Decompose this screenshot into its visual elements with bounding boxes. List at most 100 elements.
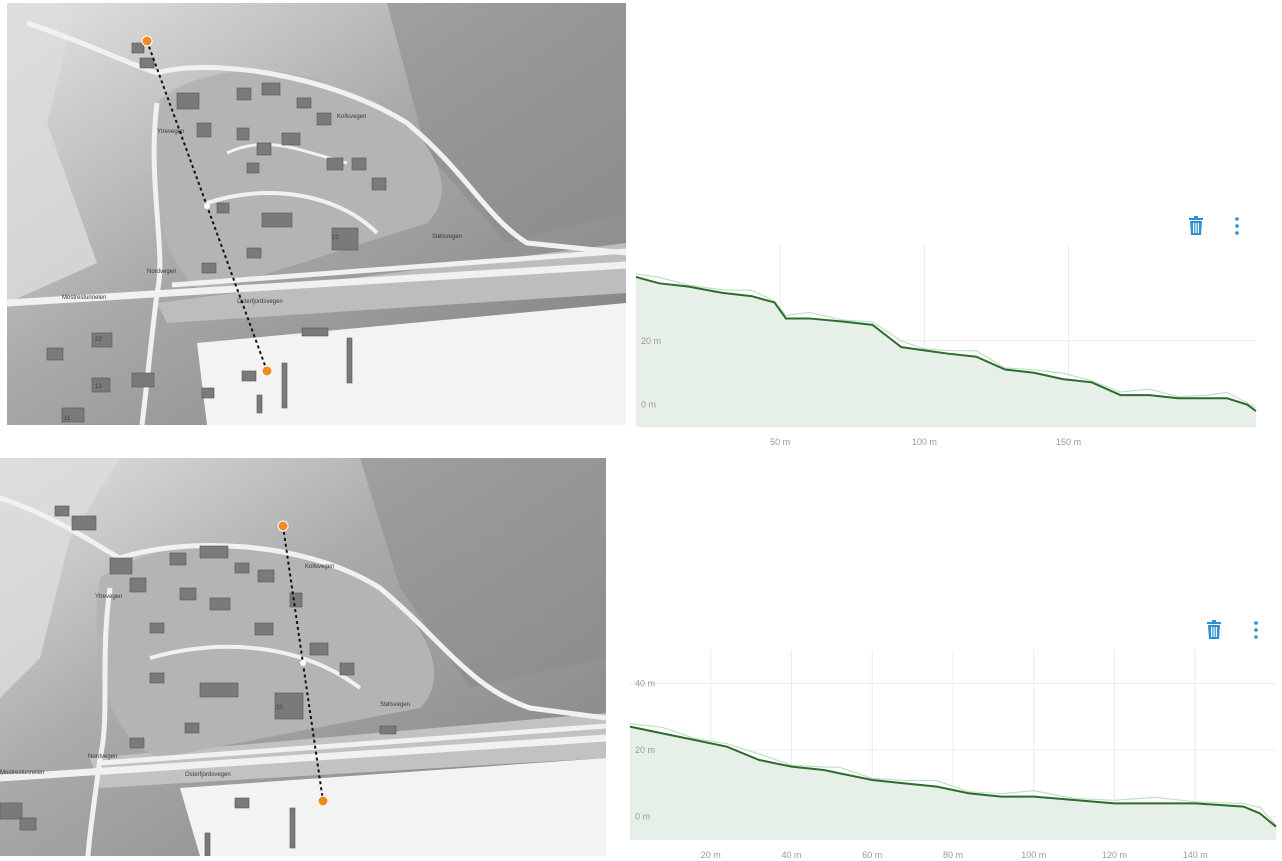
elevation-point[interactable] bbox=[922, 348, 926, 352]
map-street-label: Nordvegen bbox=[147, 269, 176, 275]
elevation-point[interactable] bbox=[628, 725, 632, 729]
elevation-point[interactable] bbox=[1072, 798, 1076, 802]
elevation-point[interactable] bbox=[660, 731, 664, 735]
elevation-point[interactable] bbox=[749, 294, 753, 298]
x-tick-label: 20 m bbox=[701, 850, 721, 860]
elevation-point[interactable] bbox=[842, 320, 846, 324]
more-options-button[interactable] bbox=[1231, 216, 1243, 236]
map-street-label: Mostrestunnelen bbox=[62, 295, 106, 301]
map-street-label: Mostrestunnelen bbox=[0, 770, 44, 776]
elevation-point[interactable] bbox=[1274, 825, 1278, 829]
map-street-label: Stølsvegen bbox=[432, 234, 462, 240]
elevation-point[interactable] bbox=[1205, 396, 1209, 400]
route-start-marker[interactable] bbox=[141, 35, 153, 47]
elevation-raw-line bbox=[636, 273, 1257, 409]
map-street-label: Osterfjordsvegen bbox=[185, 772, 231, 778]
elevation-point[interactable] bbox=[1254, 409, 1258, 413]
y-tick-label: 0 m bbox=[641, 400, 656, 410]
elevation-point[interactable] bbox=[1153, 801, 1157, 805]
x-tick-label: 80 m bbox=[943, 850, 963, 860]
more-vertical-icon bbox=[1254, 621, 1258, 639]
map-house-number: 10 bbox=[332, 235, 339, 241]
elevation-point[interactable] bbox=[686, 285, 690, 289]
elevation-point[interactable] bbox=[1090, 380, 1094, 384]
elevation-point[interactable] bbox=[903, 781, 907, 785]
elevation-line bbox=[636, 275, 1257, 412]
elevation-point[interactable] bbox=[1061, 377, 1065, 381]
elevation-point[interactable] bbox=[784, 316, 788, 320]
route-end-marker[interactable] bbox=[261, 365, 273, 377]
trash-icon bbox=[1207, 620, 1221, 639]
elevation-point[interactable] bbox=[935, 785, 939, 789]
route-start-marker[interactable] bbox=[277, 520, 289, 532]
elevation-point[interactable] bbox=[899, 345, 903, 349]
elevation-point[interactable] bbox=[772, 300, 776, 304]
map-street-label: Ytrevegen bbox=[95, 594, 122, 600]
elevation-point[interactable] bbox=[757, 758, 761, 762]
elevation-point[interactable] bbox=[967, 791, 971, 795]
map-view-1[interactable]: Mostrestunnelen Osterfjordsvegen Kollsve… bbox=[7, 3, 626, 425]
elevation-point[interactable] bbox=[974, 355, 978, 359]
elevation-point[interactable] bbox=[657, 281, 661, 285]
y-tick-label: 0 m bbox=[635, 812, 650, 822]
elevation-line bbox=[629, 725, 1277, 828]
elevation-point[interactable] bbox=[870, 323, 874, 327]
elevation-area bbox=[636, 276, 1256, 427]
map-house-number: 10 bbox=[276, 705, 283, 711]
map-street-label: Stølsvegen bbox=[380, 702, 410, 708]
elevation-point[interactable] bbox=[1193, 801, 1197, 805]
delete-button[interactable] bbox=[1205, 620, 1223, 640]
elevation-point[interactable] bbox=[1032, 795, 1036, 799]
map-street-label: Kollsvegen bbox=[305, 564, 334, 570]
x-tick-label: 100 m bbox=[1021, 850, 1046, 860]
x-tick-label: 40 m bbox=[781, 850, 801, 860]
elevation-profile-1[interactable]: 20 m 0 m 50 m 100 m 150 m bbox=[636, 215, 1258, 450]
y-tick-label: 20 m bbox=[641, 336, 661, 346]
map-street-label: Kollsvegen bbox=[337, 114, 366, 120]
elevation-chart: 20 m 0 m 50 m 100 m 150 m bbox=[636, 245, 1258, 447]
elevation-point[interactable] bbox=[1176, 396, 1180, 400]
elevation-chart: 40 m 20 m 0 m 20 m 40 m 60 m 80 m 100 m 120 m 140… bbox=[628, 650, 1278, 860]
elevation-point[interactable] bbox=[1147, 393, 1151, 397]
elevation-point[interactable] bbox=[1258, 811, 1262, 815]
y-tick-label: 20 m bbox=[635, 745, 655, 755]
elevation-point[interactable] bbox=[725, 745, 729, 749]
elevation-area bbox=[630, 726, 1276, 840]
elevation-point[interactable] bbox=[1225, 396, 1229, 400]
measure-midpoint[interactable] bbox=[204, 203, 210, 209]
map-house-number: 22 bbox=[95, 337, 102, 343]
elevation-point[interactable] bbox=[790, 765, 794, 769]
map-street-label: Nordvegen bbox=[88, 754, 117, 760]
elevation-point[interactable] bbox=[1245, 403, 1249, 407]
x-tick-label: 60 m bbox=[862, 850, 882, 860]
elevation-point[interactable] bbox=[945, 352, 949, 356]
x-tick-label: 50 m bbox=[770, 437, 790, 447]
more-vertical-icon bbox=[1235, 217, 1239, 235]
elevation-point[interactable] bbox=[1032, 371, 1036, 375]
map-house-number: 13 bbox=[95, 384, 102, 390]
elevation-point[interactable] bbox=[838, 771, 842, 775]
elevation-point[interactable] bbox=[721, 291, 725, 295]
elevation-point[interactable] bbox=[822, 768, 826, 772]
elevation-point[interactable] bbox=[1118, 393, 1122, 397]
elevation-point[interactable] bbox=[870, 778, 874, 782]
elevation-point[interactable] bbox=[807, 316, 811, 320]
elevation-point[interactable] bbox=[1113, 801, 1117, 805]
elevation-raw-line bbox=[629, 723, 1277, 826]
more-options-button[interactable] bbox=[1250, 620, 1262, 640]
elevation-point[interactable] bbox=[999, 795, 1003, 799]
elevation-profile-2[interactable]: 40 m 20 m 0 m 20 m 40 m 60 m 80 m 100 m 120 m 140… bbox=[628, 615, 1278, 861]
elevation-point[interactable] bbox=[693, 738, 697, 742]
x-tick-label: 100 m bbox=[912, 437, 937, 447]
route-end-marker[interactable] bbox=[317, 795, 329, 807]
map-view-2[interactable]: Mostrestunnelen Osterfjordsvegen Kollsve… bbox=[0, 458, 606, 856]
x-tick-label: 150 m bbox=[1056, 437, 1081, 447]
elevation-point[interactable] bbox=[1242, 805, 1246, 809]
map-street-label: Ytrevegen bbox=[157, 129, 184, 135]
elevation-point[interactable] bbox=[1003, 368, 1007, 372]
measure-midpoint[interactable] bbox=[300, 660, 306, 666]
map-street-label: Osterfjordsvegen bbox=[237, 299, 283, 305]
x-tick-label: 120 m bbox=[1102, 850, 1127, 860]
delete-button[interactable] bbox=[1187, 216, 1205, 236]
trash-icon bbox=[1189, 216, 1203, 235]
